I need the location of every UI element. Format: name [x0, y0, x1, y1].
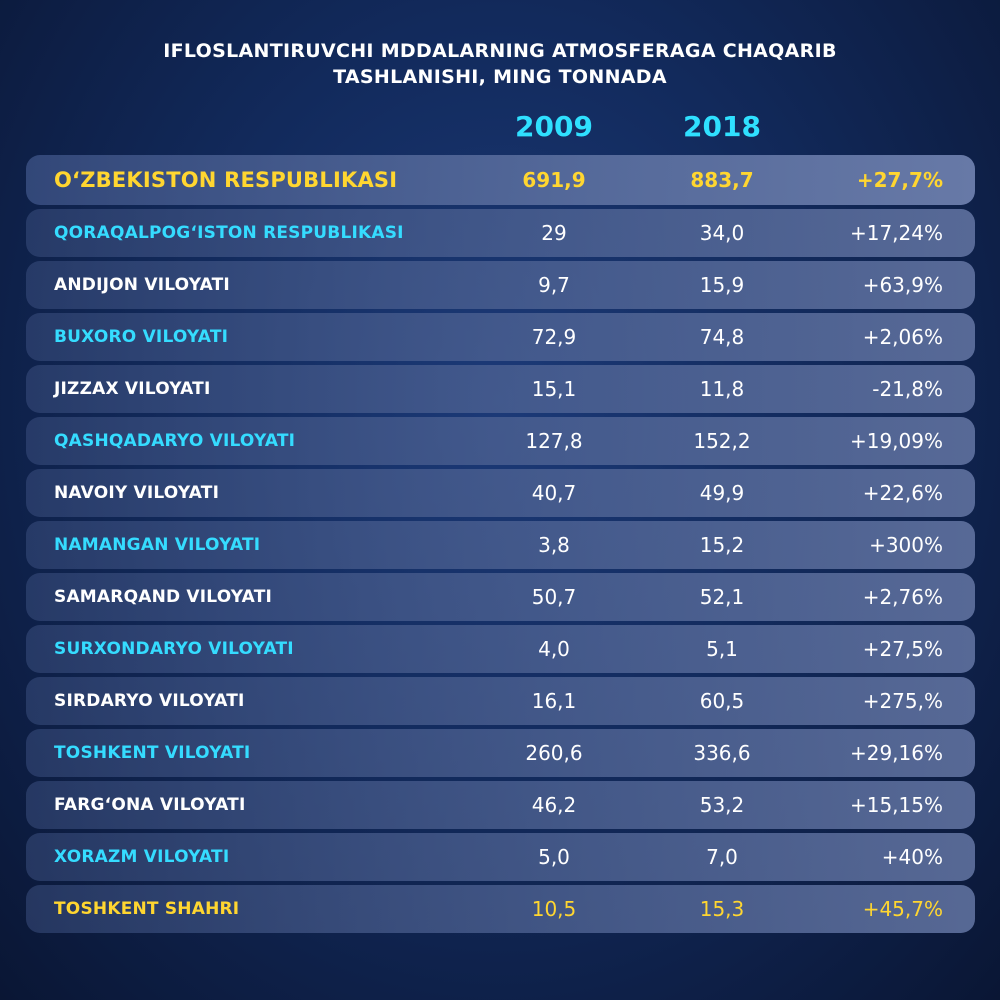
region-name: SIRDARYO VILOYATI — [54, 691, 245, 711]
change-percent: +22,6% — [862, 481, 943, 505]
chart-title-line-1: IFLOSLANTIRUVCHI MDDALARNING ATMOSFERAGA… — [163, 40, 837, 62]
table-row: TOSHKENT VILOYATI 260,6 336,6 +29,16% — [26, 729, 975, 777]
change-percent: +27,7% — [856, 168, 943, 192]
value-2018: 883,7 — [690, 168, 754, 192]
value-2009: 5,0 — [538, 845, 570, 869]
table-row: FARG‘ONA VILOYATI 46,2 53,2 +15,15% — [26, 781, 975, 829]
change-percent: +40% — [881, 845, 943, 869]
change-percent: +275,% — [862, 689, 943, 713]
region-name: QASHQADARYO VILOYATI — [54, 431, 296, 451]
value-2009: 50,7 — [531, 585, 577, 609]
value-2018: 49,9 — [699, 481, 745, 505]
table-row: QORAQALPOG‘ISTON RESPUBLIKASI 29 34,0 +17,2… — [26, 209, 975, 257]
region-name: FARG‘ONA VILOYATI — [54, 795, 246, 815]
value-2009: 10,5 — [531, 897, 577, 921]
value-2018: 34,0 — [699, 221, 745, 245]
region-name: JIZZAX VILOYATI — [54, 379, 211, 399]
value-2018: 15,2 — [699, 533, 745, 557]
region-name: QORAQALPOG‘ISTON RESPUBLIKASI — [54, 223, 404, 243]
change-percent: +2,06% — [862, 325, 943, 349]
table-row: TOSHKENT SHAHRI 10,5 15,3 +45,7% — [26, 885, 975, 933]
table-row: ANDIJON VILOYATI 9,7 15,9 +63,9% — [26, 261, 975, 309]
value-2009: 127,8 — [525, 429, 583, 453]
value-2018: 5,1 — [706, 637, 738, 661]
value-2018: 52,1 — [699, 585, 745, 609]
value-2009: 29 — [541, 221, 567, 245]
table-row: SURXONDARYO VILOYATI 4,0 5,1 +27,5% — [26, 625, 975, 673]
value-2018: 53,2 — [699, 793, 745, 817]
value-2009: 16,1 — [531, 689, 577, 713]
region-name: TOSHKENT SHAHRI — [54, 899, 240, 919]
value-2018: 336,6 — [693, 741, 751, 765]
change-percent: +300% — [869, 533, 943, 557]
value-2009: 72,9 — [531, 325, 577, 349]
change-percent: +15,15% — [849, 793, 943, 817]
change-percent: +27,5% — [862, 637, 943, 661]
table-row: SIRDARYO VILOYATI 16,1 60,5 +275,% — [26, 677, 975, 725]
change-percent: +63,9% — [862, 273, 943, 297]
region-name: NAMANGAN VILOYATI — [54, 535, 261, 555]
value-2009: 9,7 — [538, 273, 570, 297]
value-2009: 40,7 — [531, 481, 577, 505]
value-2009: 3,8 — [538, 533, 570, 557]
value-2018: 7,0 — [706, 845, 738, 869]
value-2009: 46,2 — [531, 793, 577, 817]
table-row: NAVOIY VILOYATI 40,7 49,9 +22,6% — [26, 469, 975, 517]
change-percent: +45,7% — [862, 897, 943, 921]
region-name: SURXONDARYO VILOYATI — [54, 639, 294, 659]
region-name: O‘ZBEKISTON RESPUBLIKASI — [54, 168, 398, 192]
value-2018: 60,5 — [699, 689, 745, 713]
value-2018: 74,8 — [699, 325, 745, 349]
value-2009: 15,1 — [531, 377, 577, 401]
region-name: TOSHKENT VILOYATI — [54, 743, 251, 763]
change-percent: +17,24% — [849, 221, 943, 245]
change-percent: -21,8% — [872, 377, 943, 401]
change-percent: +19,09% — [849, 429, 943, 453]
table-row: JIZZAX VILOYATI 15,1 11,8 -21,8% — [26, 365, 975, 413]
value-2018: 152,2 — [693, 429, 751, 453]
table-row: BUXORO VILOYATI 72,9 74,8 +2,06% — [26, 313, 975, 361]
table-row: QASHQADARYO VILOYATI 127,8 152,2 +19,09% — [26, 417, 975, 465]
table-row: XORAZM VILOYATI 5,0 7,0 +40% — [26, 833, 975, 881]
data-table: O‘ZBEKISTON RESPUBLIKASI 691,9 883,7 +27,7%… — [26, 155, 975, 937]
region-name: XORAZM VILOYATI — [54, 847, 230, 867]
chart-title-line-2: TASHLANISHI, MING TONNADA — [333, 66, 667, 88]
value-2018: 15,3 — [699, 897, 745, 921]
column-header-2009: 2009 — [515, 110, 593, 143]
region-name: BUXORO VILOYATI — [54, 327, 229, 347]
change-percent: +29,16% — [849, 741, 943, 765]
value-2009: 260,6 — [525, 741, 583, 765]
column-header-2018: 2018 — [683, 110, 761, 143]
table-row: NAMANGAN VILOYATI 3,8 15,2 +300% — [26, 521, 975, 569]
table-row-total: O‘ZBEKISTON RESPUBLIKASI 691,9 883,7 +27,7% — [26, 155, 975, 205]
change-percent: +2,76% — [862, 585, 943, 609]
value-2009: 691,9 — [522, 168, 586, 192]
table-row: SAMARQAND VILOYATI 50,7 52,1 +2,76% — [26, 573, 975, 621]
value-2018: 15,9 — [699, 273, 745, 297]
region-name: NAVOIY VILOYATI — [54, 483, 220, 503]
region-name: SAMARQAND VILOYATI — [54, 587, 273, 607]
value-2009: 4,0 — [538, 637, 570, 661]
value-2018: 11,8 — [699, 377, 745, 401]
region-name: ANDIJON VILOYATI — [54, 275, 230, 295]
